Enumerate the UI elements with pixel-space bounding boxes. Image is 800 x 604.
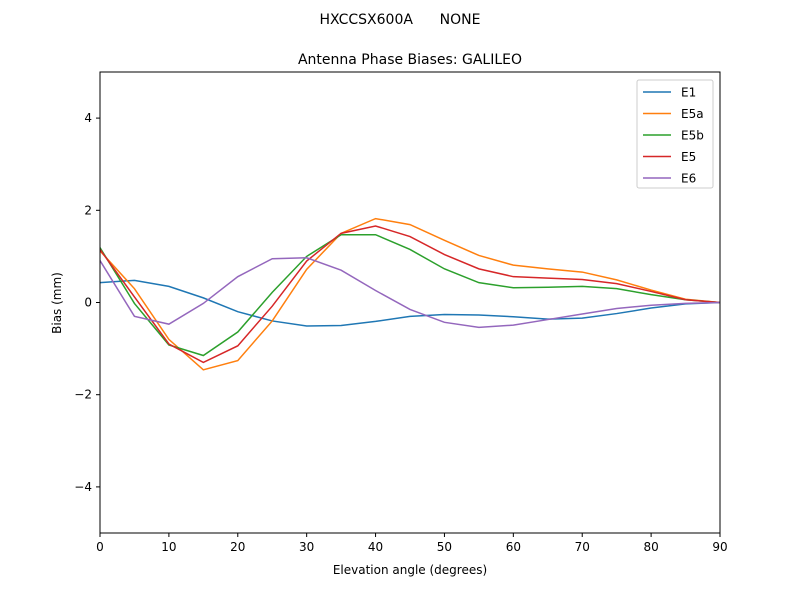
x-tick-label: 60 xyxy=(506,540,521,554)
x-tick-label: 0 xyxy=(96,540,104,554)
legend-label: E5 xyxy=(681,150,696,164)
series-line-e5a xyxy=(99,217,721,371)
y-tick-label: 0 xyxy=(84,296,92,310)
y-tick-label: −2 xyxy=(74,388,92,402)
y-tick-label: 2 xyxy=(84,203,92,217)
series-line-e6 xyxy=(99,257,721,329)
y-tick-label: 4 xyxy=(84,111,92,125)
x-tick-label: 10 xyxy=(161,540,176,554)
legend-label: E5b xyxy=(681,129,704,143)
y-tick-label: −4 xyxy=(74,480,92,494)
x-tick-label: 40 xyxy=(368,540,383,554)
x-tick-label: 70 xyxy=(575,540,590,554)
x-axis-label: Elevation angle (degrees) xyxy=(333,563,487,577)
suptitle: HXCCSX600A NONE xyxy=(320,12,481,28)
x-tick-label: 90 xyxy=(712,540,727,554)
plot-frame xyxy=(99,71,721,534)
legend-label: E6 xyxy=(681,172,696,186)
legend-box xyxy=(636,79,714,189)
x-tick-label: 80 xyxy=(643,540,658,554)
series-line-e5 xyxy=(99,225,721,364)
x-tick-label: 20 xyxy=(230,540,245,554)
series-lines xyxy=(99,217,721,371)
legend-label: E1 xyxy=(681,86,696,100)
series-line-e1 xyxy=(99,279,721,327)
series-line-e5b xyxy=(99,233,721,357)
x-tick-label: 50 xyxy=(437,540,452,554)
chart-title: Antenna Phase Biases: GALILEO xyxy=(298,52,522,68)
y-axis-label: Bias (mm) xyxy=(50,272,64,334)
x-tick-label: 30 xyxy=(299,540,314,554)
legend-label: E5a xyxy=(681,107,704,121)
legend: E1 E5a E5b E5 E6 xyxy=(636,79,714,189)
axis-ticks: 0 10 20 30 40 50 60 70 80 90 −4 −2 0 2 4 xyxy=(74,111,727,554)
